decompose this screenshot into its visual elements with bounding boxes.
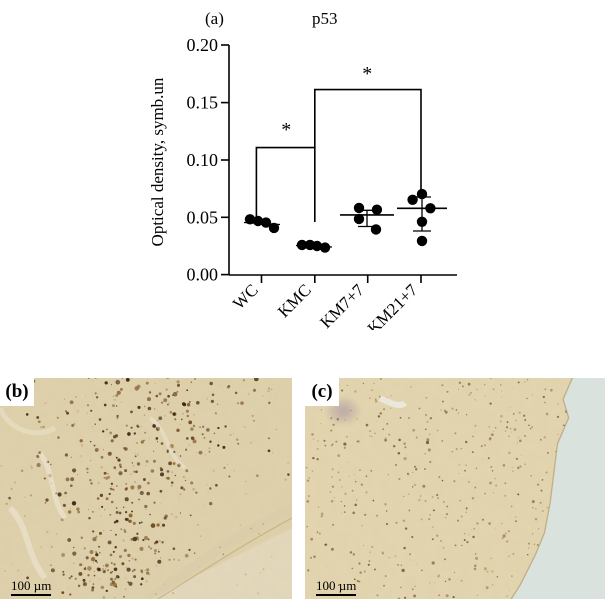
svg-text:*: * — [281, 119, 291, 141]
svg-text:0.10: 0.10 — [187, 150, 219, 170]
svg-text:*: * — [362, 63, 372, 85]
svg-text:0.05: 0.05 — [187, 207, 219, 227]
svg-text:0.15: 0.15 — [187, 93, 219, 113]
svg-text:0.20: 0.20 — [187, 35, 219, 55]
svg-text:KM21+7: KM21+7 — [364, 280, 422, 330]
svg-text:WC: WC — [229, 280, 262, 313]
svg-text:KMC: KMC — [274, 280, 315, 321]
svg-text:0.00: 0.00 — [187, 265, 219, 285]
svg-text:KM7+7: KM7+7 — [316, 280, 368, 330]
